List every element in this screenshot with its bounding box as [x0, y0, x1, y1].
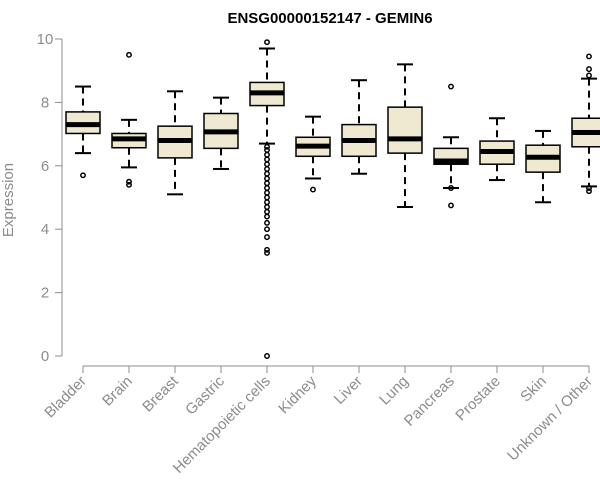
outlier-point [264, 219, 270, 226]
category-label: Prostate [452, 373, 504, 425]
outlier-point [264, 189, 270, 196]
category-label: Gastric [182, 372, 228, 418]
outlier-point [264, 213, 270, 220]
box-group [571, 53, 600, 195]
outlier-point [264, 161, 270, 168]
category-label: Breast [139, 372, 182, 415]
outlier-point [264, 156, 270, 163]
y-tick-label: 4 [41, 221, 49, 238]
outlier-point [448, 202, 454, 209]
outlier-point [126, 181, 132, 188]
outlier-point [586, 185, 592, 191]
outlier-point [586, 53, 592, 60]
boxes-layer [65, 39, 600, 359]
box-group [479, 117, 515, 182]
chart-title: ENSG00000152147 - GEMIN6 [227, 10, 432, 27]
box-group [341, 79, 377, 175]
y-tick-label: 8 [41, 94, 49, 111]
category-label: Lung [376, 373, 412, 409]
category-label: Bladder [41, 373, 90, 422]
box-iqr [387, 106, 423, 154]
y-tick-label: 10 [37, 31, 54, 48]
outlier-point [264, 234, 270, 241]
outlier-point [264, 166, 270, 172]
category-label: Pancreas [401, 373, 458, 430]
outlier-point [264, 194, 270, 201]
box-group [65, 85, 101, 179]
box-group [295, 115, 331, 193]
outlier-point [264, 170, 270, 177]
y-tick-label: 6 [41, 158, 49, 175]
outlier-point [448, 83, 454, 90]
outlier-point [264, 250, 270, 256]
outlier-point [126, 51, 132, 58]
outlier-point [586, 66, 592, 73]
box-group [111, 51, 147, 188]
outlier-point [264, 204, 270, 210]
outlier-point [264, 143, 270, 150]
category-label: Skin [517, 373, 550, 406]
category-label: Kidney [275, 372, 320, 417]
outlier-point [264, 175, 270, 182]
category-label: Liver [331, 373, 366, 408]
box-group [433, 83, 469, 209]
outlier-point [264, 151, 270, 158]
outlier-point [264, 180, 270, 187]
outlier-point [448, 185, 454, 191]
category-label: Brain [99, 373, 136, 410]
outlier-point [264, 185, 270, 191]
y-axis: 0 2 4 6 8 10 [37, 31, 63, 365]
box-group [249, 39, 285, 359]
outlier-point [264, 246, 270, 253]
box-group [525, 129, 561, 204]
box-group [203, 96, 239, 170]
y-axis-label: Expression [0, 163, 17, 237]
outlier-point [264, 199, 270, 206]
outlier-point [264, 208, 270, 215]
outlier-point [264, 147, 270, 153]
outlier-point [264, 226, 270, 233]
category-label: Unknown / Other [504, 373, 596, 465]
outlier-point [126, 178, 132, 185]
box-group [387, 63, 423, 209]
outlier-point [80, 172, 86, 179]
outlier-point [586, 72, 592, 79]
box-group [157, 90, 193, 196]
outlier-point [264, 353, 270, 359]
outlier-point [264, 39, 270, 46]
outlier-point [310, 186, 316, 193]
y-tick-label: 0 [41, 348, 49, 365]
y-tick-label: 2 [41, 285, 49, 302]
outlier-point [586, 188, 592, 195]
